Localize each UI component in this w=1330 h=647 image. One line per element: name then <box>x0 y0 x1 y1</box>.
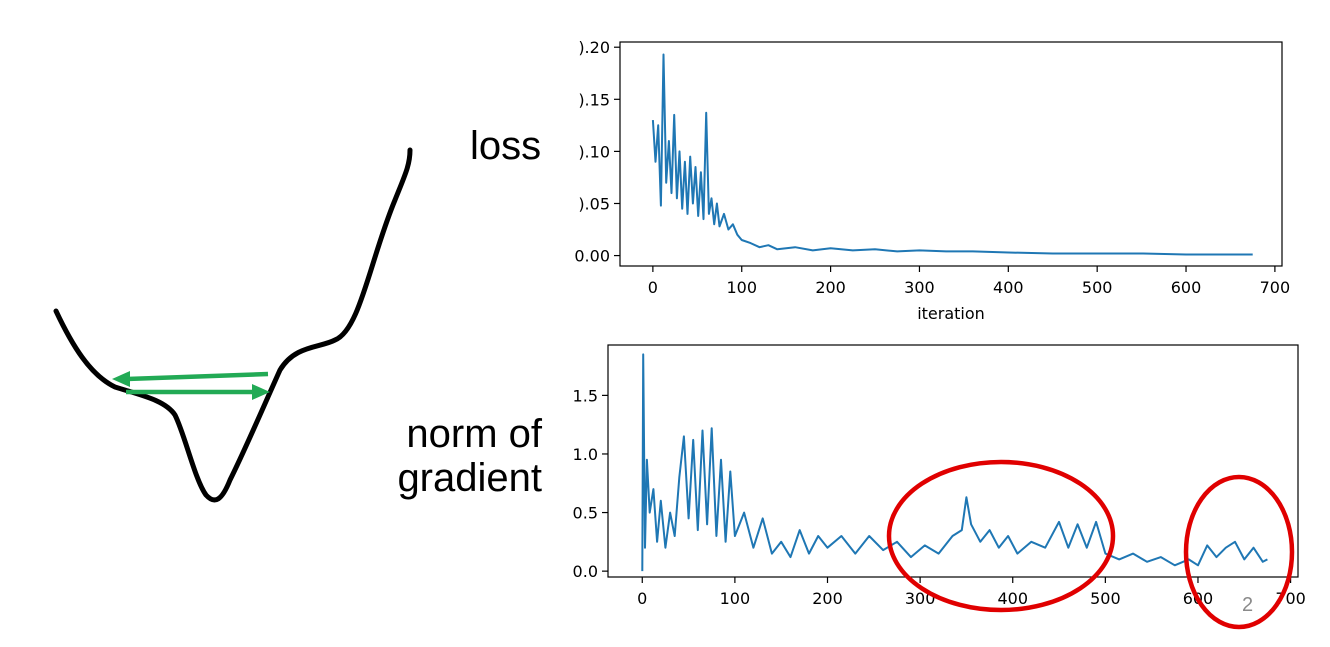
loss-chart-y-tick-label: 0.00 <box>574 247 610 266</box>
loss-chart-x-tick-label: 600 <box>1171 278 1202 297</box>
loss-chart-x-tick-label: 400 <box>993 278 1024 297</box>
grad-chart-x-tick-label: 500 <box>1090 589 1121 608</box>
grad-chart-x-tick-label: 0 <box>637 589 647 608</box>
grad-chart-y-tick-label: 1.0 <box>573 445 598 464</box>
loss-label: loss <box>470 124 542 168</box>
loss-chart-x-tick-label: 700 <box>1260 278 1291 297</box>
loss-chart-series-line <box>651 53 1253 256</box>
gradient-norm-label-line1: norm of <box>406 412 542 456</box>
loss-chart-x-tick-label: 300 <box>904 278 935 297</box>
loss-chart-frame <box>619 41 1283 267</box>
loss-chart-y-tick-label: ).20 <box>578 38 610 57</box>
arrow-left <box>125 371 269 382</box>
grad-chart-x-tick-label: 400 <box>997 589 1028 608</box>
arrow-left-head <box>112 371 130 387</box>
highlight-circle-middle <box>886 459 1116 613</box>
grad-chart-y-tick-label: 0.5 <box>573 504 598 523</box>
grad-chart-series-line <box>641 353 1268 572</box>
highlight-circle-right <box>1183 474 1295 630</box>
loss-chart-x-tick-label: 200 <box>815 278 846 297</box>
page-number: 2 <box>1242 594 1254 616</box>
grad-chart-x-tick-label: 200 <box>812 589 843 608</box>
grad-chart-y-tick-label: 1.5 <box>573 386 598 405</box>
loss-chart-x-axis-label: iteration <box>917 304 985 323</box>
loss-chart-x-tick-label: 500 <box>1082 278 1113 297</box>
gradient-norm-label: norm of gradient <box>397 412 542 500</box>
arrow-right-head <box>252 384 270 400</box>
loss-chart-y-tick-label: ).15 <box>578 90 610 109</box>
oscillation-arrows <box>112 371 270 400</box>
loss-chart-y-tick-label: ).10 <box>578 142 610 161</box>
loss-chart-x-tick-label: 100 <box>726 278 757 297</box>
gradient-norm-label-line2: gradient <box>397 456 542 500</box>
loss-chart-x-tick-label: 0 <box>648 278 658 297</box>
grad-chart-frame <box>607 344 1299 578</box>
loss-chart-y-tick-label: ).05 <box>578 194 610 213</box>
grad-chart-y-tick-label: 0.0 <box>573 562 598 581</box>
grad-chart-x-tick-label: 100 <box>720 589 751 608</box>
loss-landscape-diagram <box>53 147 413 503</box>
